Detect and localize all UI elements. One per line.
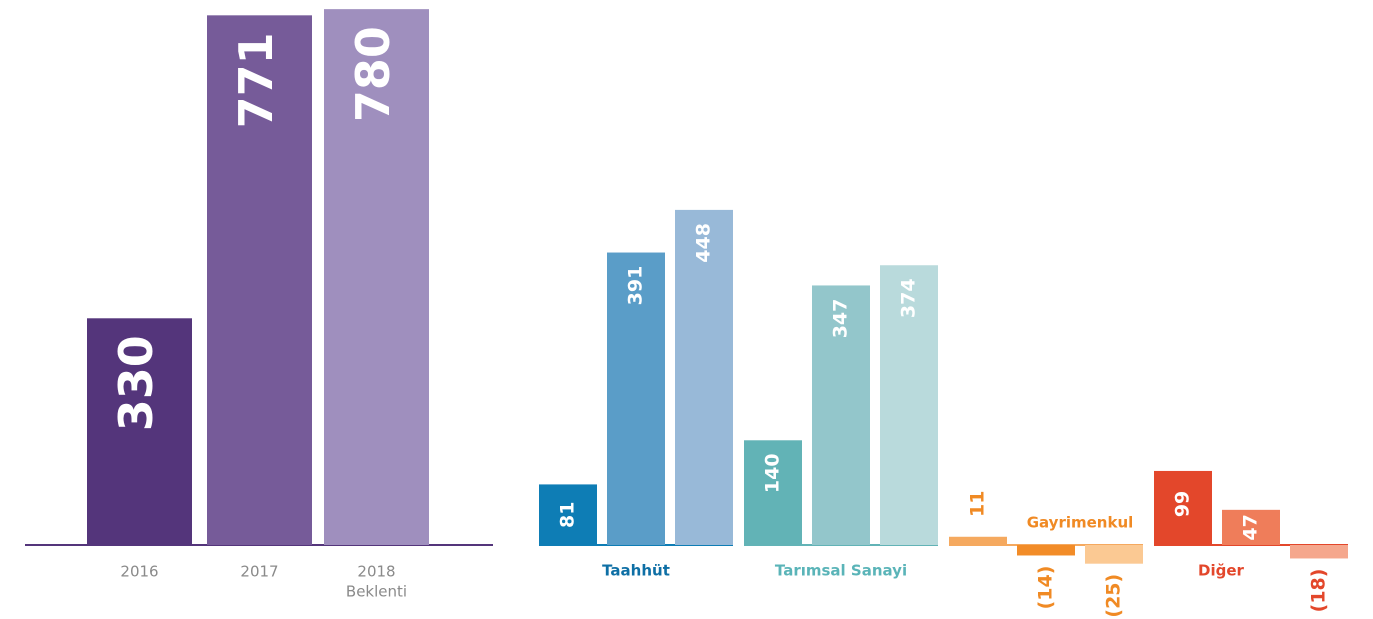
- bar: [539, 484, 597, 545]
- value-label: 11: [967, 491, 989, 517]
- bar: [1017, 545, 1075, 556]
- bar: [880, 265, 938, 545]
- value-label: 448: [693, 223, 715, 263]
- group-label: Diğer: [1198, 562, 1245, 580]
- value-label: (18): [1308, 569, 1330, 613]
- bar: [1085, 545, 1143, 564]
- x-tick-label: 2018: [357, 563, 395, 581]
- value-label: 81: [557, 501, 579, 527]
- bar: [1222, 509, 1280, 545]
- bar: [949, 536, 1007, 545]
- value-label: 771: [229, 32, 283, 128]
- value-label: 47: [1240, 514, 1262, 540]
- bar: [1154, 470, 1212, 545]
- value-label: (14): [1035, 566, 1057, 610]
- note: Beklenti: [346, 583, 407, 601]
- bar: [324, 9, 429, 545]
- bar: [812, 285, 870, 545]
- bar: [207, 15, 312, 546]
- value-label: 374: [898, 278, 920, 318]
- bar: [675, 209, 733, 545]
- group-label: Taahhüt: [602, 562, 670, 580]
- value-label: 391: [625, 266, 647, 306]
- value-label: 140: [762, 453, 784, 493]
- x-tick-label: 2017: [240, 563, 278, 581]
- value-label: 99: [1172, 491, 1194, 517]
- group-label: Gayrimenkul: [1027, 514, 1134, 532]
- bar: [744, 440, 802, 545]
- bar: [1290, 545, 1348, 559]
- group-label: Tarımsal Sanayi: [775, 562, 907, 580]
- value-label: (25): [1103, 574, 1125, 618]
- value-label: 347: [830, 299, 852, 339]
- x-tick-label: 2016: [120, 563, 158, 581]
- bar: [87, 318, 192, 545]
- value-label: 330: [109, 335, 163, 431]
- bar: [607, 252, 665, 546]
- value-label: 780: [346, 26, 400, 122]
